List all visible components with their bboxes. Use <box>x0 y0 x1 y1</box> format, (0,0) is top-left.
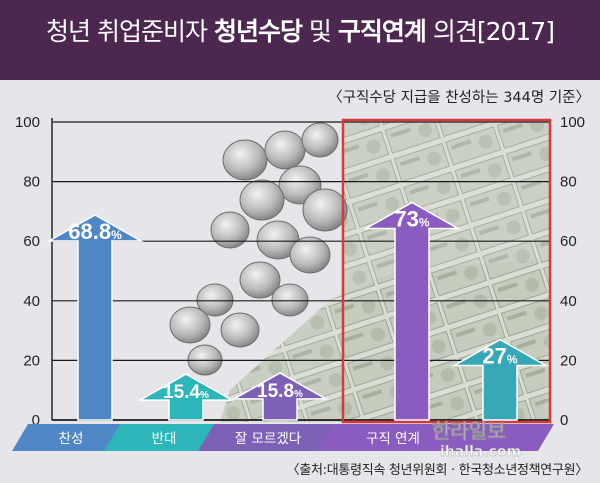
title-keyword-allowance: 청년수당 <box>213 17 303 46</box>
category-label: 반대 <box>152 431 177 447</box>
bar-arrow <box>46 214 144 421</box>
page-title: 청년 취업준비자 청년수당 및 구직연계 의견[2017] <box>0 12 600 48</box>
y-tick-label-left: 80 <box>23 174 40 191</box>
y-tick-label-left: 60 <box>23 233 40 250</box>
bar-arrow <box>451 338 549 421</box>
title-prefix: 청년 취업준비자 <box>46 17 214 46</box>
y-tick-label-right: 0 <box>560 412 568 429</box>
y-axis-right: 0 20 40 60 80 100 <box>560 114 585 429</box>
chart-subtitle: 〈구직수당 지급을 찬성하는 344명 기준〉 <box>328 90 590 106</box>
data-label: 73% <box>394 206 429 231</box>
y-tick-label-right: 40 <box>560 293 577 310</box>
bar-arrows: 68.8% 15.4% 15.8% 73% 27% <box>46 201 549 421</box>
data-label: 68.8% <box>68 219 122 244</box>
y-tick-label-left: 40 <box>23 293 40 310</box>
watermark-logo: 한라일보 ihalla.com <box>432 419 522 461</box>
y-tick-label-left: 0 <box>32 412 40 429</box>
category-label: 잘 모르겠다 <box>235 431 302 447</box>
data-label: 15.8% <box>257 381 303 402</box>
title-banner: 청년 취업준비자 청년수당 및 구직연계 의견[2017] <box>0 0 600 80</box>
data-label: 27% <box>482 344 517 369</box>
category-label: 찬성 <box>59 431 84 447</box>
watermark-main: 한라일보 <box>432 419 506 443</box>
y-tick-label-right: 100 <box>560 114 585 131</box>
y-tick-label-right: 80 <box>560 174 577 191</box>
bar-arrow <box>363 201 461 421</box>
category-label: 구직 연계 <box>366 431 420 447</box>
title-suffix: 의견[2017] <box>425 17 555 46</box>
category-ribbon <box>198 424 338 451</box>
category-ribbon <box>318 424 554 451</box>
title-keyword-job-link: 구직연계 <box>337 17 427 46</box>
category-ribbon <box>104 424 224 451</box>
chart-gridlines <box>51 118 550 421</box>
y-axis-left: 0 20 40 60 80 100 <box>15 114 40 429</box>
category-ribbon <box>12 424 130 451</box>
source-note: 〈출처:대통령직속 청년위원회 · 한국청소년정책연구원〉 <box>286 463 589 478</box>
y-tick-label-right: 60 <box>560 233 577 250</box>
bar-arrow <box>137 373 235 421</box>
data-label: 15.4% <box>163 382 209 403</box>
category-ribbons: 찬성 반대 잘 모르겠다 구직 연계 <box>12 424 554 451</box>
watermark-url: ihalla.com <box>440 444 521 460</box>
y-tick-label-left: 100 <box>15 114 40 131</box>
bar-arrow <box>231 372 329 421</box>
highlight-frame <box>341 118 552 424</box>
y-tick-label-left: 20 <box>23 352 40 369</box>
title-mid: 및 <box>301 17 338 46</box>
y-tick-label-right: 20 <box>560 352 577 369</box>
